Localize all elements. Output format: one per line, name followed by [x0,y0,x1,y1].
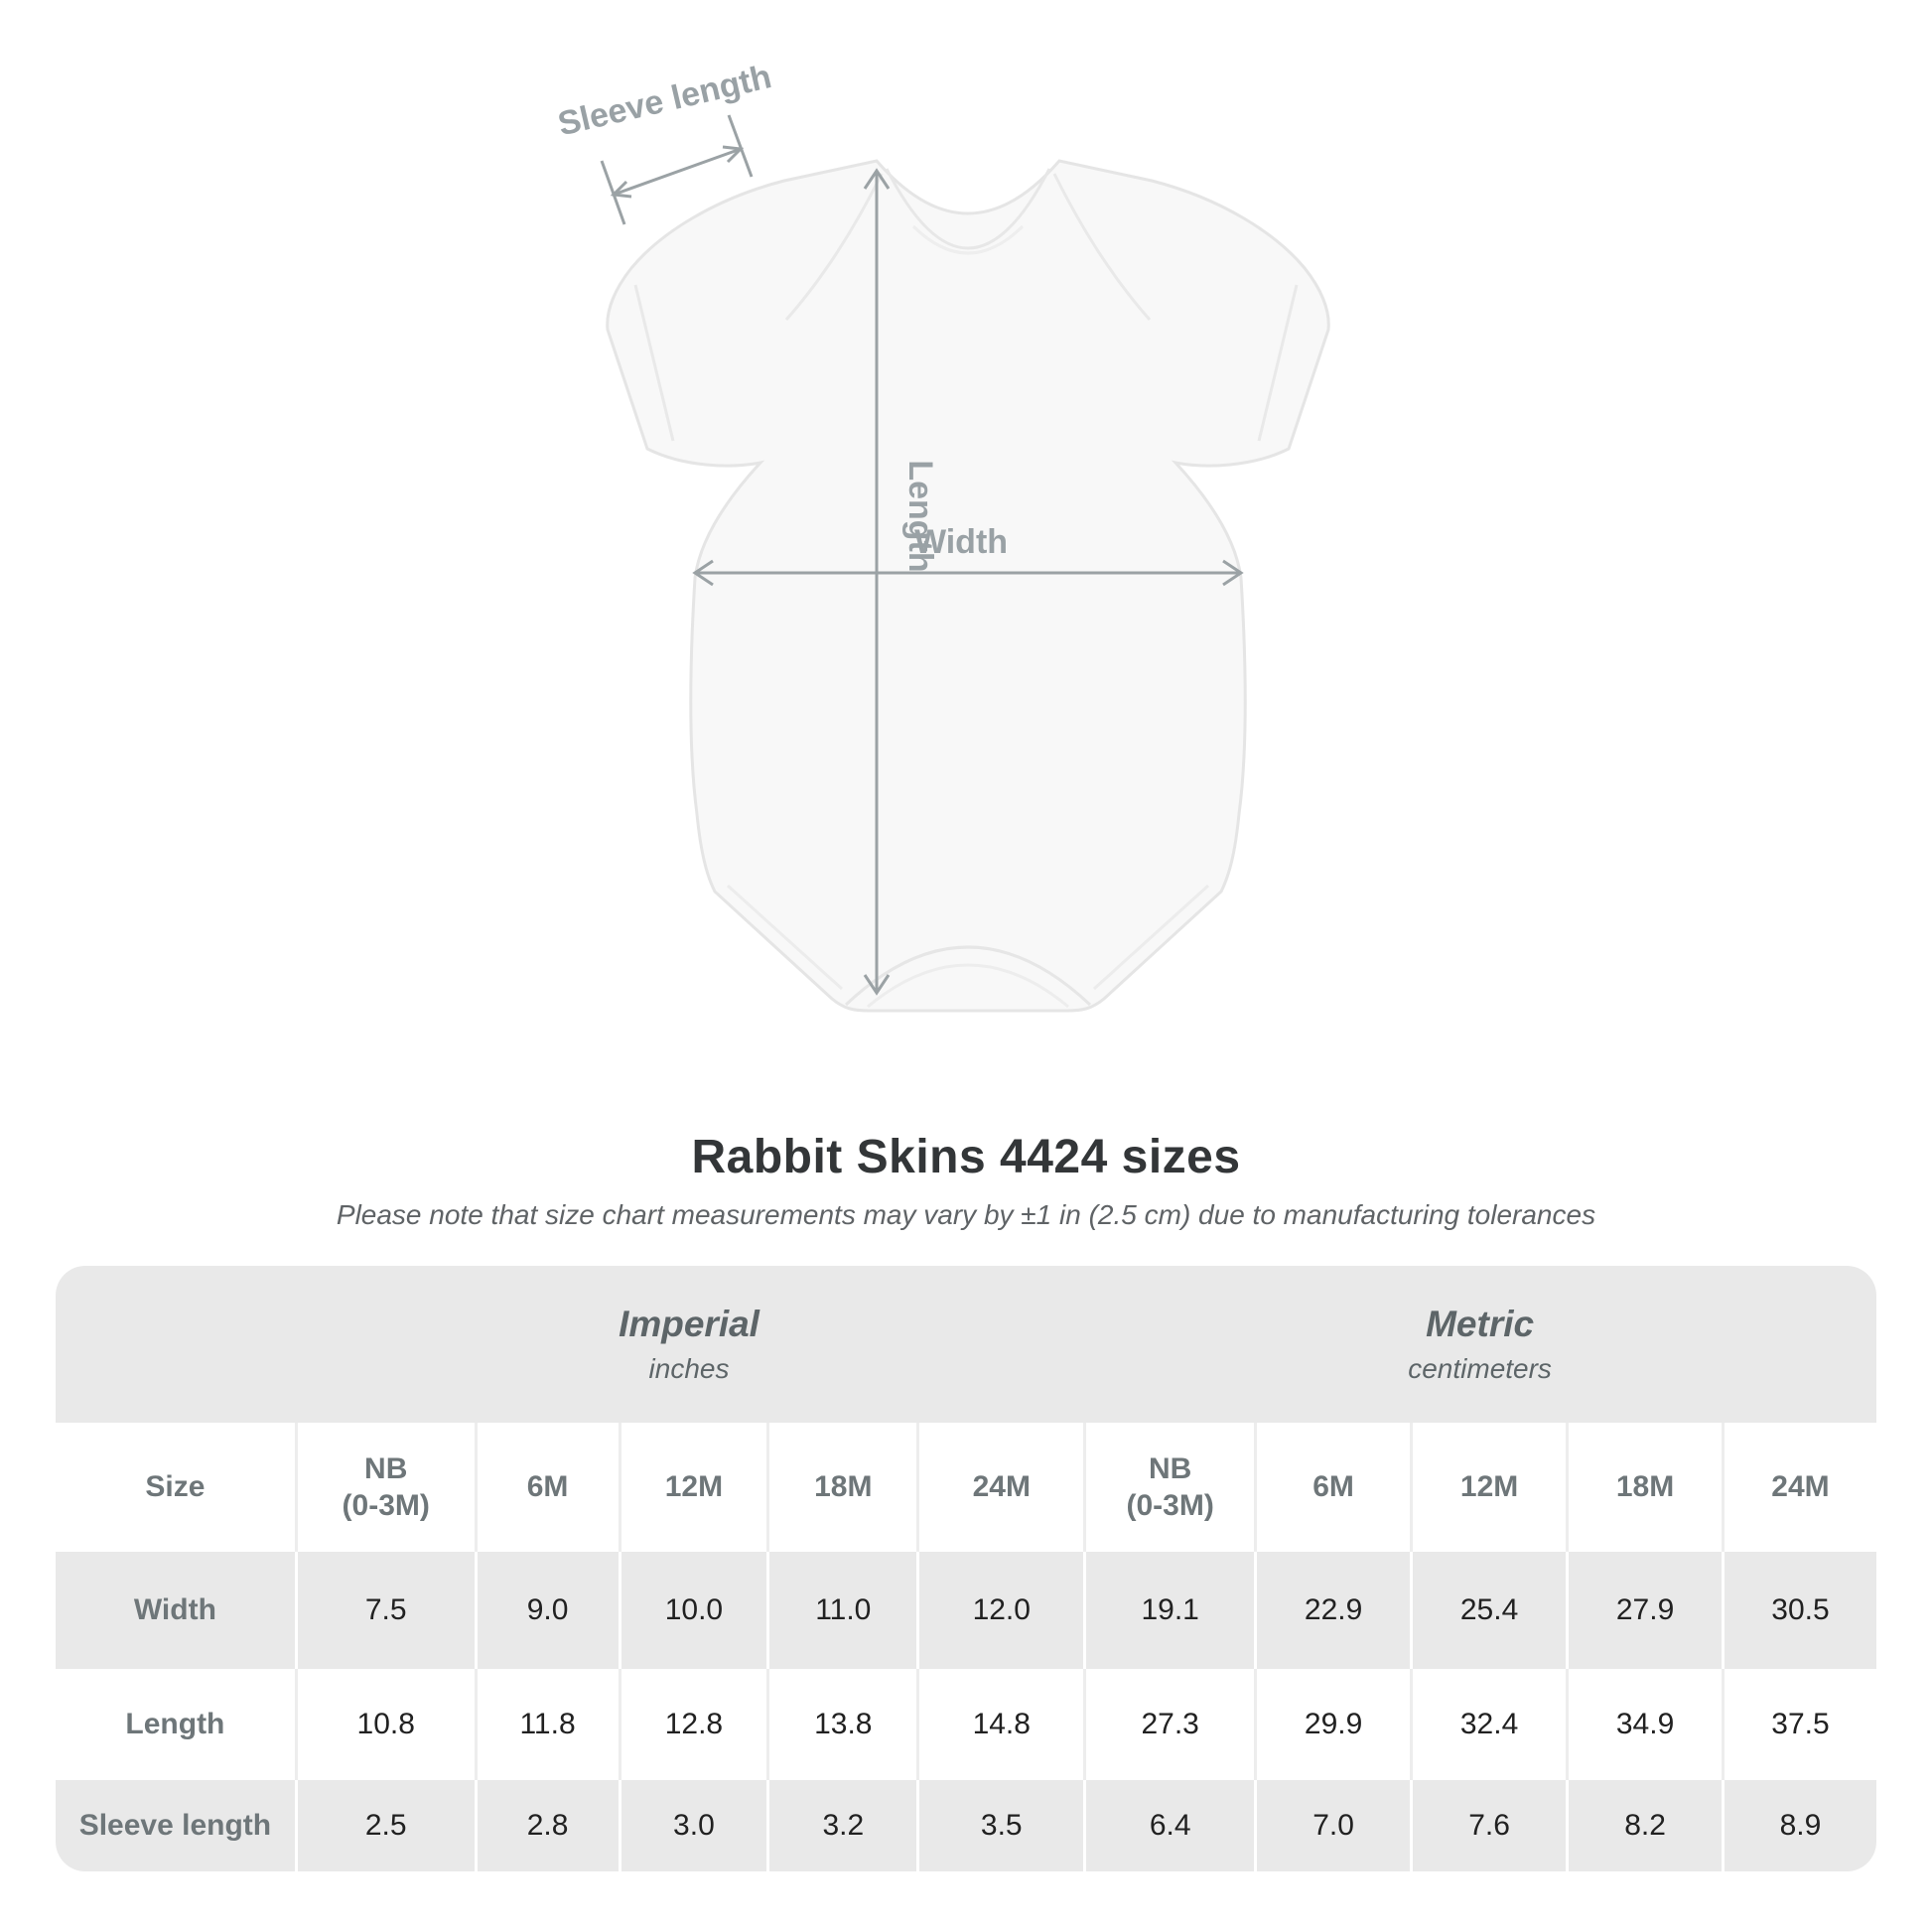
unit-system-band: Imperial inches Metric centimeters [56,1266,1876,1423]
length-value: 27.3 [1083,1669,1254,1780]
onesie-right-sleeve-hem [1257,284,1299,442]
sleeve-length-value: 8.9 [1722,1780,1876,1871]
sleeve-length-arrow [600,114,754,225]
metric-group-header: Metric centimeters [1083,1266,1876,1423]
length-label: Length [901,460,939,572]
imperial-group-header: Imperial inches [295,1266,1083,1423]
onesie-right-shoulder-fold [1052,173,1152,321]
width-value: 7.5 [294,1552,475,1669]
onesie-neckline [885,168,1051,250]
col-header-metric-24m: 24M [1722,1423,1876,1552]
onesie-neck-underflap [911,224,1025,255]
sleeve-length-value: 3.5 [916,1780,1083,1871]
imperial-unit-label: inches [648,1353,730,1384]
length-value: 14.8 [916,1669,1083,1780]
width-label: Width [914,523,1008,561]
length-value: 12.8 [618,1669,767,1780]
col-header-metric-nb: NB (0-3M) [1083,1423,1254,1552]
onesie-left-leg-hem [726,884,844,991]
length-value: 37.5 [1722,1669,1876,1780]
sleeve-length-value: 8.2 [1566,1780,1722,1871]
width-value: 12.0 [916,1552,1083,1669]
metric-label: Metric [1426,1304,1535,1344]
width-value: 27.9 [1566,1552,1722,1669]
width-value: 9.0 [474,1552,619,1669]
onesie-crotch-flap-inner [867,963,1069,1009]
row-label-length: Length [125,1708,225,1740]
length-value: 29.9 [1254,1669,1410,1780]
metric-unit-label: centimeters [1408,1353,1552,1384]
dimension-lines [600,114,1244,996]
table-row-sleeve-length: Sleeve length 2.5 2.8 3.0 3.2 3.5 6.4 7.… [56,1780,1876,1871]
table-header-row: Size NB (0-3M) 6M 12M 18M 24M NB (0-3M) … [56,1423,1876,1552]
onesie-garment [606,159,1330,1013]
col-header-imperial-24m: 24M [916,1423,1083,1552]
length-value: 11.8 [474,1669,619,1780]
length-value: 32.4 [1410,1669,1566,1780]
width-value: 19.1 [1083,1552,1254,1669]
sleeve-length-label: Sleeve length [554,58,774,143]
sleeve-length-value: 3.0 [618,1780,767,1871]
row-label-sleeve-length: Sleeve length [78,1809,272,1842]
width-value: 25.4 [1410,1552,1566,1669]
size-table: Imperial inches Metric centimeters Size … [56,1266,1876,1871]
imperial-label: Imperial [619,1304,759,1344]
title-block: Rabbit Skins 4424 sizes Please note that… [0,1128,1932,1233]
length-value: 34.9 [1566,1669,1722,1780]
onesie-outline [606,159,1330,1013]
col-header-imperial-18m: 18M [766,1423,916,1552]
length-arrow [863,168,891,996]
width-arrow [692,559,1244,587]
col-header-imperial-6m: 6M [474,1423,619,1552]
width-value: 11.0 [766,1552,916,1669]
width-value: 30.5 [1722,1552,1876,1669]
sleeve-length-value: 3.2 [766,1780,916,1871]
row-label-width: Width [133,1593,216,1626]
size-header-cell: Size [145,1470,206,1503]
onesie-left-shoulder-fold [784,173,884,321]
col-header-metric-6m: 6M [1254,1423,1410,1552]
sleeve-length-value: 2.5 [294,1780,475,1871]
width-value: 10.0 [618,1552,767,1669]
sleeve-length-value: 7.6 [1410,1780,1566,1871]
table-row-length: Length 10.8 11.8 12.8 13.8 14.8 27.3 29.… [56,1669,1876,1780]
onesie-right-leg-hem [1092,884,1210,991]
sleeve-length-value: 2.8 [474,1780,619,1871]
onesie-measurement-diagram: Sleeve length Length Width [554,58,1330,1013]
col-header-metric-12m: 12M [1410,1423,1566,1552]
onesie-left-sleeve-hem [633,284,675,442]
col-header-imperial-nb: NB (0-3M) [294,1423,475,1552]
length-value: 10.8 [294,1669,475,1780]
sleeve-length-value: 6.4 [1083,1780,1254,1871]
col-header-metric-18m: 18M [1566,1423,1722,1552]
col-header-imperial-12m: 12M [618,1423,767,1552]
table-row-width: Width 7.5 9.0 10.0 11.0 12.0 19.1 22.9 2… [56,1552,1876,1669]
page-subtitle: Please note that size chart measurements… [336,1199,1596,1230]
length-value: 13.8 [766,1669,916,1780]
width-value: 22.9 [1254,1552,1410,1669]
page-title: Rabbit Skins 4424 sizes [691,1131,1241,1183]
sleeve-length-value: 7.0 [1254,1780,1410,1871]
